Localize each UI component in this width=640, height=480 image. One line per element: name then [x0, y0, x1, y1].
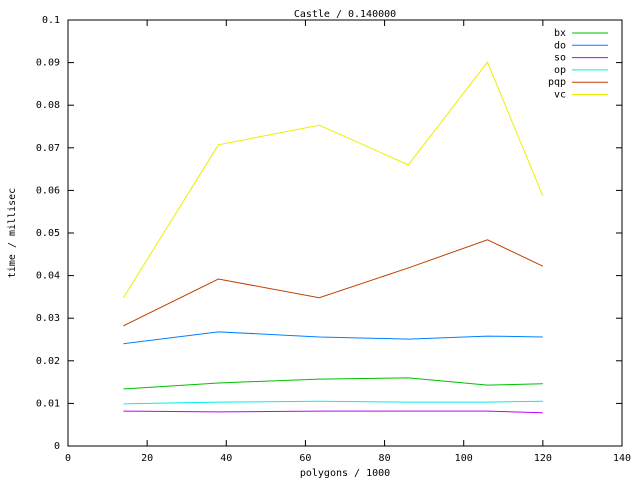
legend-label: op [554, 65, 566, 76]
x-tick-label: 140 [613, 453, 631, 464]
series-line [123, 239, 544, 327]
x-tick-label: 0 [65, 453, 71, 464]
y-tick-label: 0.07 [36, 143, 60, 154]
series-line [123, 410, 543, 414]
y-tick-label: 0.04 [36, 271, 60, 282]
series-line [123, 400, 543, 405]
y-axis-label: time / millisec [7, 188, 18, 278]
legend-label: do [554, 40, 566, 51]
y-tick-label: 0.1 [42, 15, 60, 26]
y-tick-label: 0.01 [36, 398, 60, 409]
y-tick-label: 0 [54, 441, 60, 452]
x-tick-label: 100 [455, 453, 473, 464]
x-tick-label: 40 [220, 453, 232, 464]
plot-border [67, 19, 623, 447]
x-axis-label: polygons / 1000 [300, 468, 390, 479]
x-tick-label: 80 [379, 453, 391, 464]
x-tick-label: 20 [141, 453, 153, 464]
y-tick-label: 0.08 [36, 100, 60, 111]
y-tick-label: 0.02 [36, 356, 60, 367]
legend-label: vc [554, 90, 566, 101]
series-line [123, 331, 543, 345]
x-tick-label: 120 [534, 453, 552, 464]
series-line [123, 377, 543, 390]
chart-title: Castle / 0.140000 [294, 9, 396, 20]
legend-label: so [554, 53, 566, 64]
y-tick-label: 0.06 [36, 185, 60, 196]
y-tick-label: 0.05 [36, 228, 60, 239]
legend-label: bx [554, 28, 566, 39]
legend-label: pqp [548, 77, 566, 88]
y-tick-label: 0.09 [36, 58, 60, 69]
y-tick-label: 0.03 [36, 313, 60, 324]
series-line [122, 61, 544, 299]
x-tick-label: 60 [299, 453, 311, 464]
